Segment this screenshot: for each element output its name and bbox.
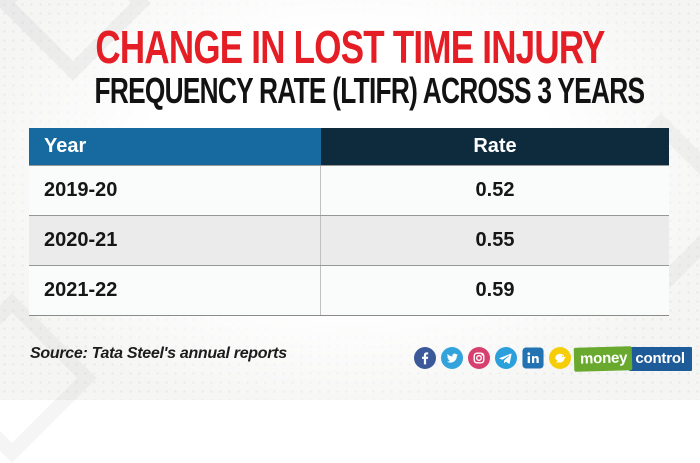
page-title: CHANGE IN LOST TIME INJURY FREQUENCY RAT… [0,24,700,109]
telegram-icon[interactable] [495,347,517,369]
title-line-2: FREQUENCY RATE (LTIFR) ACROSS 3 YEARS [94,70,645,111]
ltifr-table: Year Rate 2019-20 0.52 2020-21 0.55 2021… [29,128,669,316]
twitter-icon[interactable] [441,347,463,369]
facebook-icon[interactable] [414,347,436,369]
table-row: 2019-20 0.52 [29,165,669,215]
table-row: 2021-22 0.59 [29,265,669,315]
decorative-chevron-bottom-left [0,293,97,463]
rate-cell: 0.52 [475,179,515,201]
source-caption: Source: Tata Steel's annual reports [30,345,287,362]
table-row: 2020-21 0.55 [29,215,669,265]
linkedin-icon[interactable] [522,347,544,369]
rate-cell: 0.55 [475,229,515,251]
moneycontrol-logo-control: control [629,347,692,371]
year-cell: 2020-21 [29,216,321,265]
column-header-year: Year [29,128,321,165]
column-header-rate: Rate [321,128,669,165]
moneycontrol-logo[interactable]: money control [573,346,692,372]
title-line-1: CHANGE IN LOST TIME INJURY [95,21,605,73]
instagram-icon[interactable] [468,347,490,369]
moneycontrol-logo-money: money [573,346,633,372]
social-icons-row [414,347,571,369]
table-header-row: Year Rate [29,128,669,165]
year-cell: 2019-20 [29,166,321,215]
rate-cell: 0.59 [475,279,515,301]
year-cell: 2021-22 [29,266,321,315]
koo-icon[interactable] [549,347,571,369]
